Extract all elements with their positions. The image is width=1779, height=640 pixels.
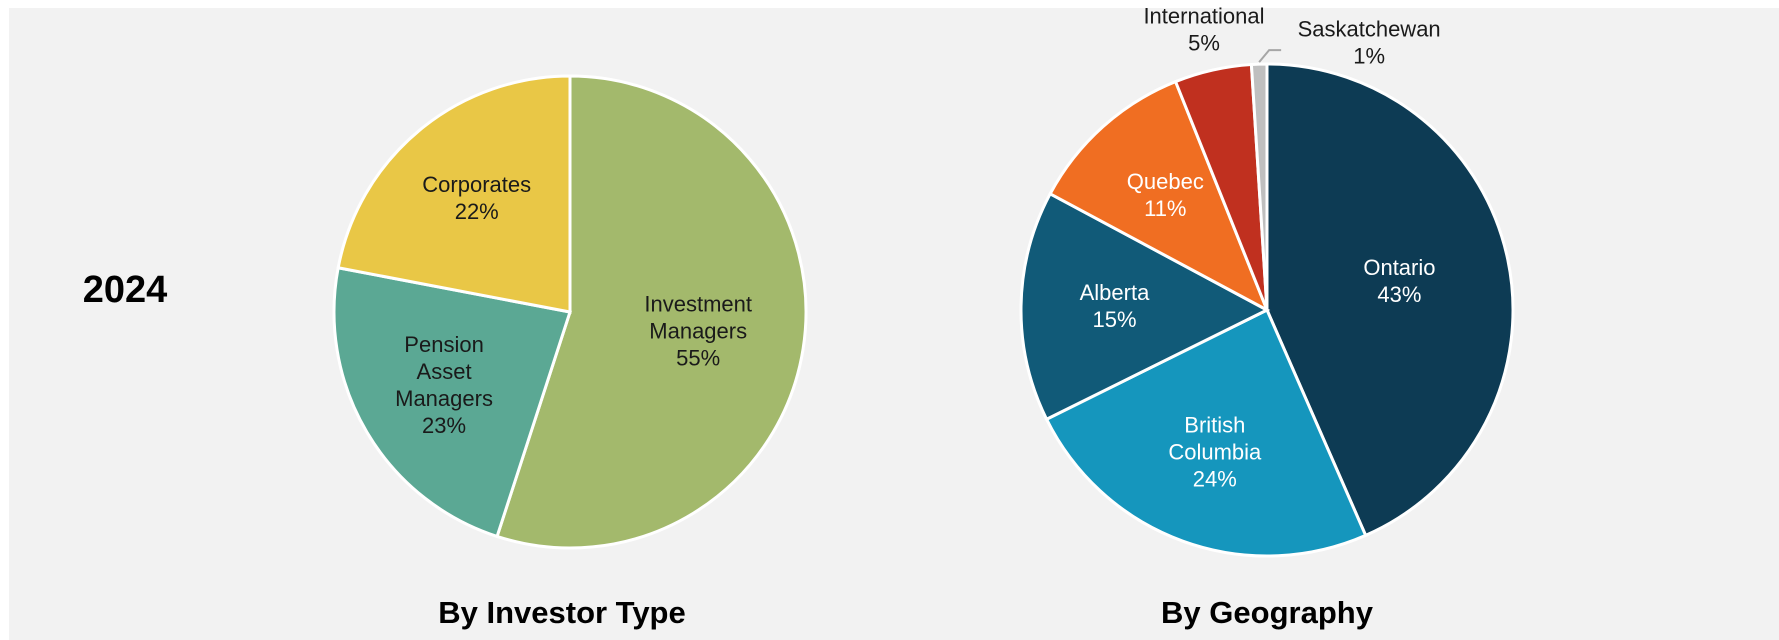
slice-label: Quebec 11% bbox=[1127, 169, 1204, 221]
slice-label-line: International bbox=[1143, 3, 1264, 28]
slice-value-label: 23% bbox=[422, 413, 466, 438]
slice-label-line: Saskatchewan bbox=[1298, 16, 1441, 41]
slice-label-line: Asset bbox=[417, 359, 472, 384]
slice-value-label: 5% bbox=[1188, 30, 1220, 55]
slice-value-label: 15% bbox=[1092, 307, 1136, 332]
slice-value-label: 11% bbox=[1144, 196, 1186, 221]
pie-slice bbox=[1044, 307, 1368, 558]
slice-label: Investment Managers 55% bbox=[644, 291, 752, 370]
pie-slice bbox=[1048, 79, 1270, 314]
slice-label: Saskatchewan 1% bbox=[1298, 16, 1441, 68]
pie-slice bbox=[336, 74, 572, 314]
slice-label-line: Managers bbox=[649, 318, 747, 343]
slice-label-line: Managers bbox=[395, 386, 493, 411]
slice-label-line: Ontario bbox=[1363, 255, 1435, 280]
slice-label-line: Investment bbox=[644, 291, 752, 316]
slice-value-label: 43% bbox=[1377, 282, 1421, 307]
pie-slice bbox=[1249, 62, 1269, 311]
slice-label-line: Alberta bbox=[1080, 280, 1150, 305]
slice-label: International 5% bbox=[1143, 3, 1264, 55]
slice-label-line: Corporates bbox=[422, 172, 531, 197]
slice-label: Ontario 43% bbox=[1363, 255, 1435, 307]
slice-value-label: 55% bbox=[676, 345, 720, 370]
slice-value-label: 1% bbox=[1353, 43, 1385, 68]
slice-label: Pension Asset Managers 23% bbox=[395, 332, 493, 438]
year-label: 2024 bbox=[83, 269, 168, 311]
pie-slice bbox=[495, 74, 808, 550]
leader-line bbox=[1258, 49, 1282, 63]
slice-label-line: British bbox=[1184, 412, 1245, 437]
chart-title: By Geography bbox=[1161, 595, 1374, 630]
slice-label-line: Columbia bbox=[1168, 439, 1262, 464]
chart-title: By Investor Type bbox=[438, 595, 686, 630]
slice-label: British Columbia 24% bbox=[1168, 412, 1262, 491]
pie-slice bbox=[1265, 62, 1515, 538]
slice-value-label: 24% bbox=[1193, 466, 1237, 491]
slice-value-label: 22% bbox=[455, 199, 499, 224]
slice-label-line: Quebec bbox=[1127, 169, 1204, 194]
slice-label: Alberta 15% bbox=[1080, 280, 1150, 332]
slice-label: Corporates 22% bbox=[422, 172, 531, 224]
pie-slice bbox=[1019, 191, 1271, 422]
pie-slice bbox=[332, 266, 572, 539]
slice-label-line: Pension bbox=[404, 332, 484, 357]
